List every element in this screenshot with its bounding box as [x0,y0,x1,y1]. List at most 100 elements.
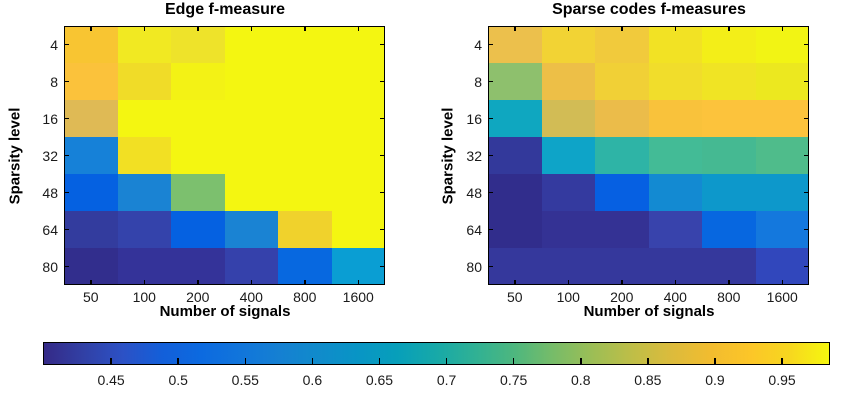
x-tick-label: 200 [610,289,634,305]
heatmap-cell [649,137,702,174]
heatmap-cell [595,63,649,100]
heatmap-cell [64,174,118,211]
x-tick-mark [143,26,145,31]
x-tick-label: 400 [663,289,687,305]
heatmap-cell [488,26,542,63]
heatmap-cell [332,63,385,100]
heatmap-cell [64,248,118,285]
heatmap-cell [118,248,171,285]
heatmap-cell [649,174,702,211]
colorbar-tick-mark [647,358,649,364]
heatmap-cell [171,248,225,285]
x-tick-mark [621,280,623,285]
y-tick-label: 48 [42,184,58,201]
x-tick-mark [143,280,145,285]
heatmap-cell [488,174,542,211]
colorbar-tick-mark [580,358,582,364]
y-tick-label: 64 [42,221,58,238]
y-tick-mark [488,43,493,46]
x-tick-label: 50 [506,289,523,305]
heatmap-cell [225,248,278,285]
x-tick-mark [304,26,306,31]
heatmap-cell [649,248,702,285]
x-tick-label: 400 [239,289,263,305]
heatmap-cell [64,137,118,174]
y-tick-mark [380,228,385,231]
x-tick-mark [514,280,516,285]
x-tick-mark [197,26,199,31]
colorbar-tick-mark [177,358,179,364]
x-tick-label: 1600 [766,289,798,305]
x-tick-label: 1600 [342,289,374,305]
y-tick-mark [64,191,69,194]
heatmap-cell [702,26,756,63]
x-tick-label: 50 [82,289,99,305]
x-tick-mark [567,280,569,285]
y-tick-mark [64,265,69,268]
right-x-axis-label: Number of signals [583,303,715,320]
y-tick-mark [804,80,809,83]
heatmap-cell [595,100,649,137]
colorbar-tick-mark [714,358,716,364]
heatmap-cell [225,174,278,211]
left-plot-title: Edge f-measure [164,1,286,18]
heatmap-cell [171,100,225,137]
y-tick-mark [64,80,69,83]
x-tick-mark [197,280,199,285]
heatmap-cell [171,26,225,63]
y-tick-mark [380,43,385,46]
y-tick-mark [804,191,809,194]
colorbar-tick-label: 0.45 [97,372,125,388]
x-tick-mark [567,26,569,31]
x-tick-label: 800 [293,289,317,305]
y-tick-label: 32 [42,147,58,164]
y-tick-mark [64,154,69,157]
left-y-axis-label: Sparsity level [6,107,24,205]
colorbar-tick-mark [445,358,448,364]
heatmap-cell [595,211,649,248]
heatmap-cell [278,26,332,63]
y-tick-label: 48 [466,184,482,201]
heatmap-cell [118,174,171,211]
y-tick-mark [488,80,493,83]
heatmap-cell [595,248,649,285]
x-tick-mark [90,280,92,285]
y-tick-label: 16 [42,110,58,127]
y-tick-mark [64,43,69,46]
heatmap-cell [542,174,595,211]
heatmap-cell [649,100,702,137]
heatmap-cell [702,211,756,248]
y-tick-mark [380,265,385,268]
colorbar-tick-label: 0.55 [231,372,259,388]
x-tick-label: 100 [132,289,156,305]
colorbar-tick-label: 0.7 [436,372,457,388]
heatmap-cell [488,63,542,100]
heatmap-cell [702,100,756,137]
y-tick-label: 8 [474,73,482,90]
heatmap-cell [64,26,118,63]
x-tick-mark [357,280,359,285]
heatmap-cell [595,26,649,63]
x-tick-mark [621,26,623,31]
colorbar-tick-mark [110,358,112,364]
heatmap-cell [542,100,595,137]
colorbar-tick-mark [311,358,314,364]
heatmap-cell [171,211,225,248]
heatmap-cell [332,100,385,137]
heatmap-cell [542,248,595,285]
heatmap-cell [278,100,332,137]
heatmap-cell [488,248,542,285]
y-tick-mark [804,228,809,231]
heatmap-cell [118,211,171,248]
heatmap-cell [278,63,332,100]
y-tick-mark [488,191,493,194]
heatmap-cell [118,137,171,174]
colorbar-tick-label: 0.95 [768,372,796,388]
heatmap-cell [542,211,595,248]
colorbar-tick-mark [244,358,247,364]
colorbar-tick-label: 0.75 [500,372,528,388]
y-tick-mark [488,265,493,268]
heatmap-cell [225,26,278,63]
y-tick-mark [380,117,385,120]
y-tick-mark [804,43,809,46]
